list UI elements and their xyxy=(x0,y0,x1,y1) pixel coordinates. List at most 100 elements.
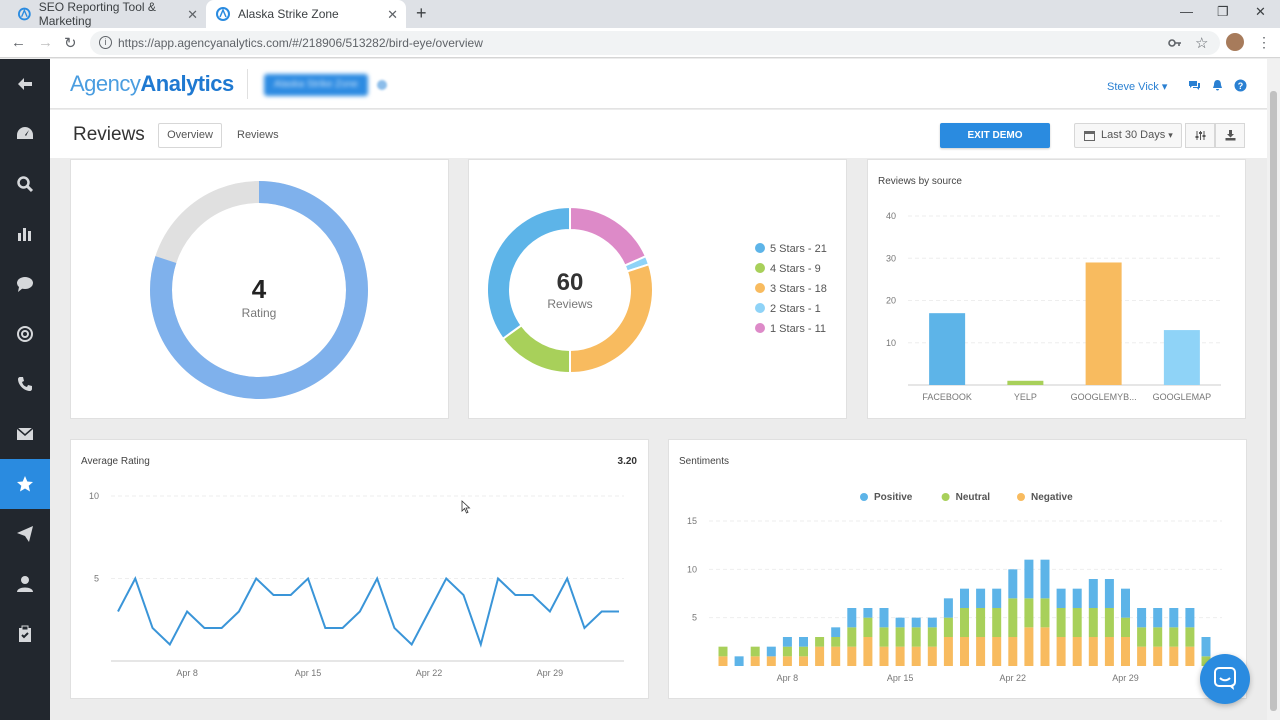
stacked-bar-segment[interactable] xyxy=(1008,637,1018,666)
chat-icon[interactable] xyxy=(1188,79,1201,92)
stacked-bar-segment[interactable] xyxy=(976,588,986,608)
new-tab-icon[interactable]: + xyxy=(416,3,427,23)
stacked-bar-segment[interactable] xyxy=(718,646,728,657)
stacked-bar-segment[interactable] xyxy=(1056,588,1066,608)
stacked-bar-segment[interactable] xyxy=(911,646,921,666)
close-tab-icon[interactable]: ✕ xyxy=(387,7,398,22)
stacked-bar-segment[interactable] xyxy=(911,627,921,647)
sidebar-item-email[interactable] xyxy=(0,409,50,459)
stacked-bar-segment[interactable] xyxy=(1153,646,1163,666)
stacked-bar-segment[interactable] xyxy=(1121,637,1130,666)
back-arrow-icon[interactable]: ← xyxy=(11,34,26,51)
donut-slice[interactable] xyxy=(486,205,571,341)
browser-tab-seo[interactable]: SEO Reporting Tool & Marketing ✕ xyxy=(8,0,206,28)
stacked-bar-segment[interactable] xyxy=(1121,588,1130,618)
stacked-bar-segment[interactable] xyxy=(992,588,1002,608)
stacked-bar-segment[interactable] xyxy=(750,656,760,666)
stacked-bar-segment[interactable] xyxy=(782,646,792,657)
stacked-bar-segment[interactable] xyxy=(1072,608,1082,637)
user-menu[interactable]: Steve Vick ▾ xyxy=(1107,80,1167,93)
sidebar-item-reviews[interactable] xyxy=(0,459,50,509)
url-text[interactable]: https://app.agencyanalytics.com/#/218906… xyxy=(118,36,483,50)
sidebar-item-calls[interactable] xyxy=(0,359,50,409)
stacked-bar-segment[interactable] xyxy=(879,627,889,647)
omnibox[interactable]: i https://app.agencyanalytics.com/#/2189… xyxy=(90,31,1220,55)
stacked-bar-segment[interactable] xyxy=(1088,608,1098,637)
stacked-bar-segment[interactable] xyxy=(943,598,953,618)
stacked-bar-segment[interactable] xyxy=(1153,627,1163,647)
stacked-bar-segment[interactable] xyxy=(879,608,889,628)
exit-demo-button[interactable]: EXIT DEMO xyxy=(940,123,1050,148)
reload-icon[interactable]: ↻ xyxy=(64,35,77,52)
stacked-bar-segment[interactable] xyxy=(831,637,841,647)
stacked-bar-segment[interactable] xyxy=(799,646,808,657)
stacked-bar-segment[interactable] xyxy=(847,627,857,647)
legend-label[interactable]: Negative xyxy=(1031,492,1073,503)
sidebar-item-dashboard[interactable] xyxy=(0,109,50,159)
legend-label[interactable]: 5 Stars - 21 xyxy=(770,243,827,255)
stacked-bar-segment[interactable] xyxy=(895,617,905,628)
stacked-bar-segment[interactable] xyxy=(734,656,744,666)
stacked-bar-segment[interactable] xyxy=(1024,559,1034,599)
donut-slice[interactable] xyxy=(569,205,648,267)
stacked-bar-segment[interactable] xyxy=(1072,637,1082,666)
stacked-bar-segment[interactable] xyxy=(1137,646,1147,666)
bookmark-star-icon[interactable]: ☆ xyxy=(1195,35,1209,52)
stacked-bar-segment[interactable] xyxy=(782,656,792,666)
scrollbar-thumb[interactable] xyxy=(1270,91,1277,711)
sidebar-item-tasks[interactable] xyxy=(0,609,50,659)
stacked-bar-segment[interactable] xyxy=(847,608,857,628)
date-range-picker[interactable]: Last 30 Days ▾ xyxy=(1074,123,1182,148)
maximize-window-icon[interactable]: ❐ xyxy=(1217,4,1229,19)
stacked-bar-segment[interactable] xyxy=(1185,646,1195,666)
stacked-bar-segment[interactable] xyxy=(1024,598,1034,628)
browser-menu-icon[interactable]: ⋮ xyxy=(1257,34,1271,50)
series-line[interactable] xyxy=(117,575,619,648)
stacked-bar-segment[interactable] xyxy=(1104,608,1114,637)
stacked-bar-segment[interactable] xyxy=(1185,608,1195,628)
stacked-bar-segment[interactable] xyxy=(815,646,825,666)
support-chat-button[interactable] xyxy=(1200,654,1250,704)
legend-label[interactable]: Positive xyxy=(874,492,913,503)
stacked-bar-segment[interactable] xyxy=(1121,617,1130,637)
bar[interactable] xyxy=(1007,380,1044,385)
key-icon[interactable] xyxy=(1168,36,1182,50)
stacked-bar-segment[interactable] xyxy=(960,588,969,608)
tab-overview[interactable]: Overview xyxy=(158,123,222,148)
stacked-bar-segment[interactable] xyxy=(1169,646,1179,666)
stacked-bar-segment[interactable] xyxy=(718,656,728,666)
stacked-bar-segment[interactable] xyxy=(960,608,969,637)
stacked-bar-segment[interactable] xyxy=(1169,627,1179,647)
stacked-bar-segment[interactable] xyxy=(863,608,873,618)
bar[interactable] xyxy=(929,313,966,385)
legend-label[interactable]: 2 Stars - 1 xyxy=(770,303,821,315)
stacked-bar-segment[interactable] xyxy=(976,608,986,637)
close-tab-icon[interactable]: ✕ xyxy=(187,7,198,22)
stacked-bar-segment[interactable] xyxy=(1056,608,1066,637)
legend-label[interactable]: 4 Stars - 9 xyxy=(770,263,821,275)
sidebar-item-target[interactable] xyxy=(0,309,50,359)
stacked-bar-segment[interactable] xyxy=(1056,637,1066,666)
stacked-bar-segment[interactable] xyxy=(831,646,841,666)
stacked-bar-segment[interactable] xyxy=(766,646,776,657)
stacked-bar-segment[interactable] xyxy=(847,646,857,666)
stacked-bar-segment[interactable] xyxy=(1104,579,1114,608)
bar[interactable] xyxy=(1085,262,1122,385)
stacked-bar-segment[interactable] xyxy=(927,646,937,666)
stacked-bar-segment[interactable] xyxy=(815,637,825,647)
sidebar-item-send[interactable] xyxy=(0,509,50,559)
sidebar-item-reports[interactable] xyxy=(0,209,50,259)
stacked-bar-segment[interactable] xyxy=(1088,637,1098,666)
client-selector[interactable]: Alaska Strike Zone xyxy=(264,74,368,96)
legend-label[interactable]: 1 Stars - 11 xyxy=(770,323,826,335)
stacked-bar-segment[interactable] xyxy=(863,617,873,637)
stacked-bar-segment[interactable] xyxy=(1104,637,1114,666)
stacked-bar-segment[interactable] xyxy=(976,637,986,666)
stacked-bar-segment[interactable] xyxy=(799,656,808,666)
stacked-bar-segment[interactable] xyxy=(943,637,953,666)
agency-analytics-logo[interactable]: AgencyAnalytics xyxy=(70,71,234,96)
stacked-bar-segment[interactable] xyxy=(1008,598,1018,637)
stacked-bar-segment[interactable] xyxy=(1040,598,1050,628)
browser-tab-alaska[interactable]: Alaska Strike Zone ✕ xyxy=(206,0,406,28)
minimize-window-icon[interactable]: — xyxy=(1180,4,1193,19)
